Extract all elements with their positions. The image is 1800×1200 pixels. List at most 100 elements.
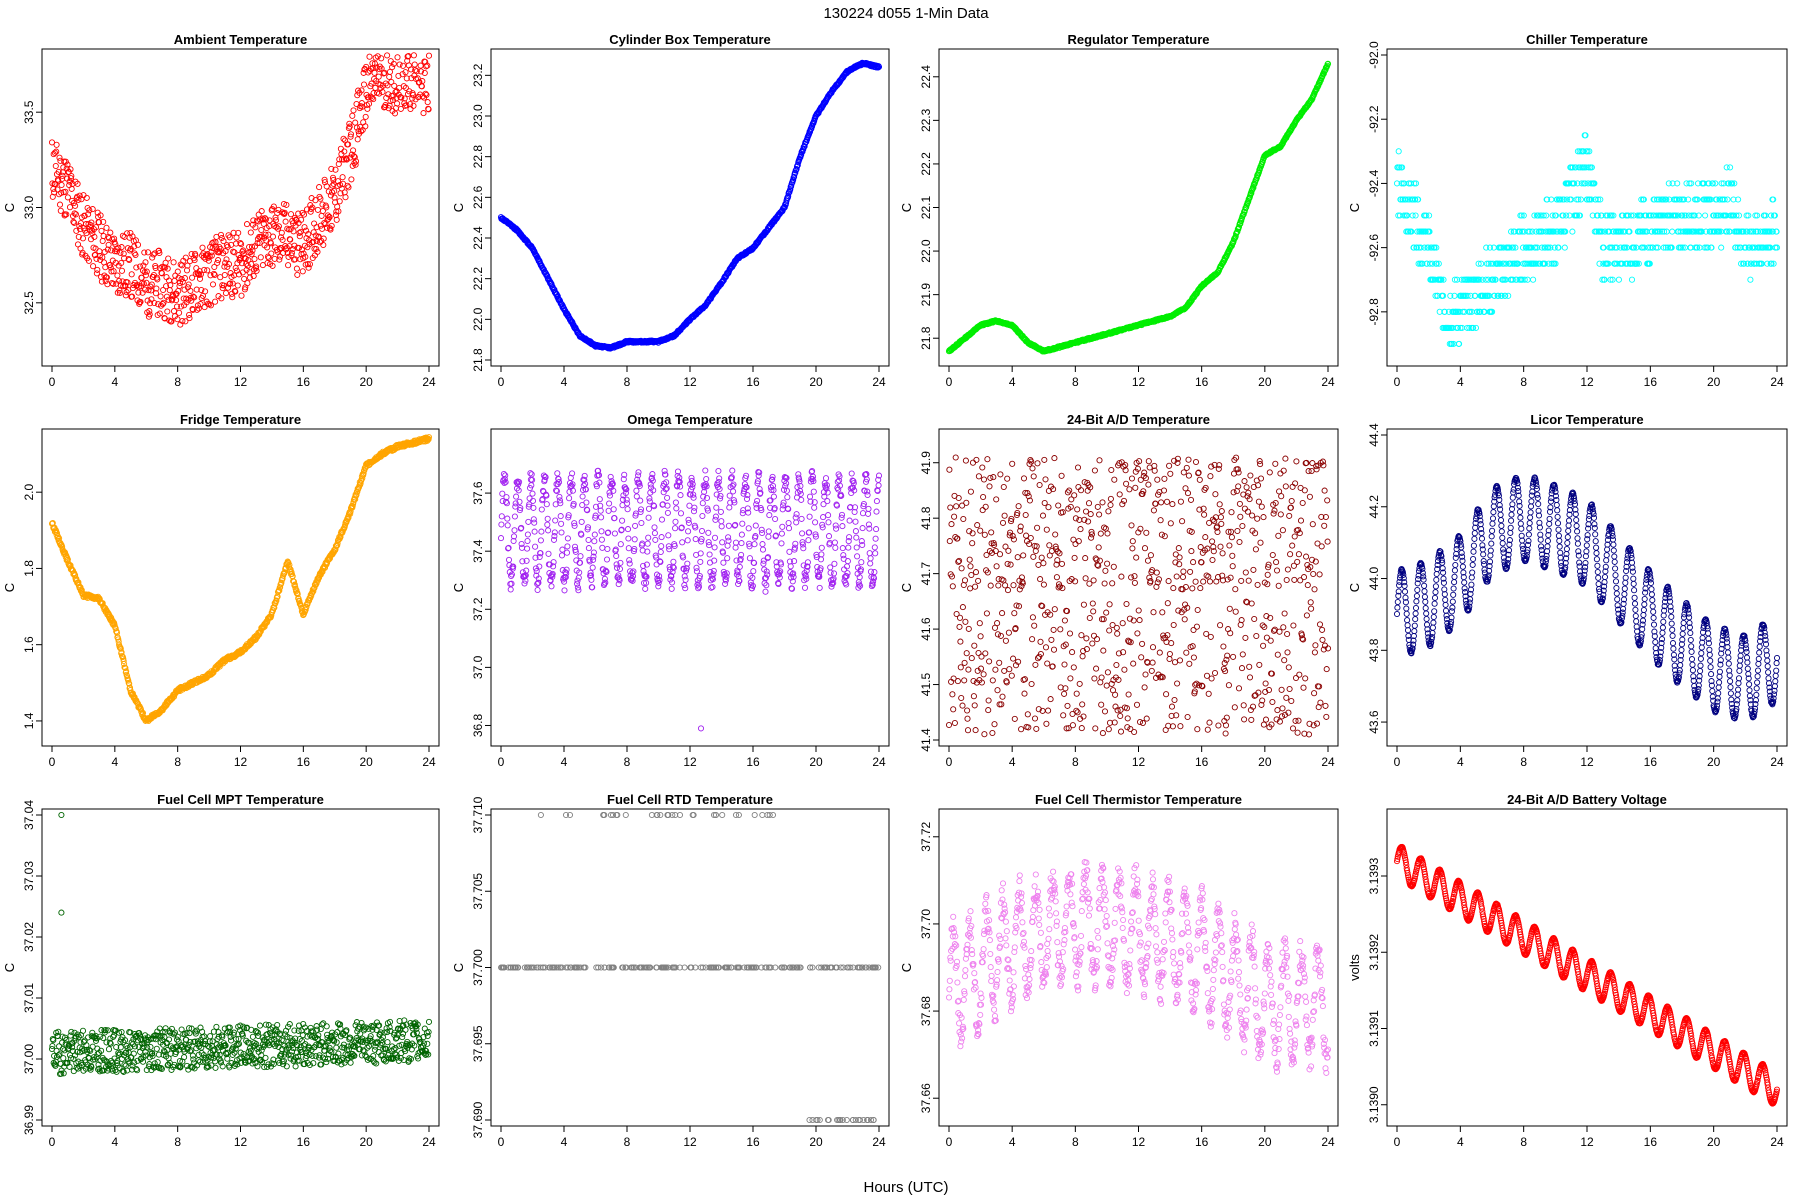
data-point bbox=[237, 239, 244, 247]
x-tick-label: 24 bbox=[872, 375, 886, 389]
x-tick-label: 12 bbox=[234, 755, 248, 769]
y-tick-label: 37.4 bbox=[471, 539, 485, 563]
data-point bbox=[267, 240, 274, 247]
data-point bbox=[124, 230, 131, 237]
data-point bbox=[206, 301, 213, 308]
data-point bbox=[1561, 244, 1568, 251]
data-point bbox=[254, 240, 261, 247]
data-point bbox=[81, 212, 88, 220]
x-tick-label: 24 bbox=[1321, 375, 1335, 389]
data-point bbox=[244, 280, 251, 287]
data-point bbox=[269, 233, 277, 240]
data-point bbox=[563, 549, 571, 556]
data-point bbox=[212, 298, 219, 305]
x-tick-label: 16 bbox=[1195, 375, 1209, 389]
y-tick-label: 21.9 bbox=[919, 283, 933, 307]
data-point bbox=[313, 224, 320, 231]
data-point bbox=[498, 521, 505, 528]
data-point bbox=[282, 243, 289, 250]
data-point bbox=[399, 62, 407, 69]
data-point bbox=[591, 538, 598, 545]
data-point bbox=[282, 218, 289, 225]
data-point bbox=[140, 262, 147, 269]
data-point bbox=[146, 308, 153, 315]
data-point bbox=[97, 212, 104, 219]
data-point bbox=[120, 250, 127, 257]
x-tick-label: 8 bbox=[624, 755, 631, 769]
data-point bbox=[335, 160, 342, 168]
data-point bbox=[534, 586, 541, 594]
data-point bbox=[300, 250, 307, 257]
data-point bbox=[342, 194, 349, 201]
data-point bbox=[63, 211, 70, 218]
data-point bbox=[256, 239, 263, 247]
y-tick-label: 22.3 bbox=[919, 108, 933, 132]
data-point bbox=[143, 279, 150, 286]
data-point bbox=[613, 552, 620, 560]
data-point bbox=[275, 223, 282, 230]
data-point bbox=[578, 518, 585, 525]
y-axis-label: C bbox=[2, 203, 17, 212]
data-point bbox=[176, 282, 183, 290]
data-point bbox=[529, 490, 536, 497]
data-point bbox=[364, 105, 371, 112]
data-point bbox=[349, 112, 356, 119]
data-point bbox=[222, 290, 230, 297]
y-tick-label: -92.6 bbox=[1367, 234, 1381, 262]
data-point bbox=[591, 531, 598, 538]
data-point bbox=[240, 247, 247, 254]
data-point bbox=[57, 207, 64, 214]
data-point bbox=[394, 54, 401, 61]
data-point bbox=[368, 80, 375, 87]
data-point bbox=[167, 282, 174, 289]
data-point bbox=[360, 81, 368, 88]
data-point bbox=[345, 141, 352, 148]
data-point bbox=[285, 262, 292, 269]
data-point bbox=[300, 211, 308, 218]
data-point bbox=[215, 257, 222, 264]
data-point bbox=[207, 302, 214, 309]
data-point bbox=[321, 179, 329, 186]
data-point bbox=[79, 235, 87, 242]
data-point bbox=[231, 249, 238, 256]
data-point bbox=[360, 69, 367, 76]
data-point bbox=[190, 293, 197, 300]
x-tick-label: 4 bbox=[561, 375, 568, 389]
data-point bbox=[229, 280, 236, 287]
data-point bbox=[343, 156, 350, 163]
y-tick-label: 37.2 bbox=[471, 597, 485, 621]
data-point bbox=[617, 541, 624, 548]
data-point bbox=[67, 175, 74, 182]
data-point bbox=[129, 293, 136, 300]
data-point bbox=[92, 224, 100, 231]
data-point bbox=[321, 219, 328, 227]
data-point bbox=[159, 301, 166, 308]
data-point bbox=[336, 156, 343, 163]
data-point bbox=[335, 208, 342, 215]
data-point bbox=[411, 61, 418, 68]
data-point bbox=[346, 120, 353, 127]
y-tick-label: 1.6 bbox=[22, 636, 36, 653]
data-point bbox=[182, 318, 189, 325]
data-point bbox=[341, 148, 348, 155]
x-tick-label: 20 bbox=[359, 755, 373, 769]
data-point bbox=[362, 123, 369, 130]
data-point bbox=[513, 493, 520, 500]
data-point bbox=[99, 237, 106, 245]
data-point bbox=[302, 253, 309, 260]
data-point bbox=[598, 536, 605, 543]
y-tick-label: 32.5 bbox=[22, 291, 36, 315]
data-point bbox=[280, 249, 287, 257]
data-point bbox=[345, 184, 352, 191]
figure-xlabel: Hours (UTC) bbox=[864, 1179, 949, 1196]
plot-frame bbox=[41, 428, 440, 747]
data-point bbox=[111, 235, 118, 242]
data-point bbox=[265, 254, 272, 261]
data-point bbox=[53, 141, 60, 148]
y-tick-label: 22.6 bbox=[471, 185, 485, 209]
data-point bbox=[1490, 244, 1497, 251]
data-point bbox=[133, 264, 140, 271]
